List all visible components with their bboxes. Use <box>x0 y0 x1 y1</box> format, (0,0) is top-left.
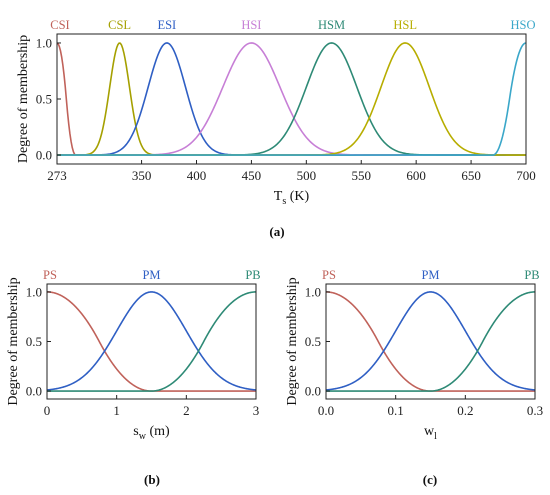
plot-frame <box>325 283 536 400</box>
y-axis-label: Degree of membership <box>16 35 31 163</box>
x-axis-label: Ts (K) <box>274 189 310 207</box>
x-axis-label: wl <box>424 424 437 442</box>
x-tick-label: 0.0 <box>318 403 334 418</box>
series-line-ps <box>46 291 256 392</box>
x-tick-label: 700 <box>516 168 536 183</box>
x-tick-label: 0 <box>44 403 51 418</box>
series-label-csl: CSL <box>108 18 131 32</box>
series-label-pb: PB <box>524 268 539 282</box>
y-axis-label: Degree of membership <box>6 277 21 405</box>
series-line-hso <box>57 42 527 156</box>
x-tick-label: 0.3 <box>527 403 543 418</box>
series-line-ps <box>325 291 535 392</box>
series-label-ps: PS <box>322 268 336 282</box>
series-line-csi <box>56 42 526 156</box>
series-line-pb <box>326 291 536 392</box>
y-tick-label: 0.5 <box>305 334 321 349</box>
x-tick-label: 0.2 <box>457 403 473 418</box>
panel-caption-b: (b) <box>144 472 160 487</box>
x-axis-label: sw (m) <box>133 424 170 442</box>
x-tick-label: 273 <box>47 168 67 183</box>
series-line-esi <box>57 42 526 156</box>
chart-spacing-membership: PS PM PB 0 1 2 3 0.0 0.5 1.0 Degree of membership s… <box>6 268 261 442</box>
y-tick-label: 0.5 <box>26 334 42 349</box>
y-tick-label: 0.0 <box>36 148 52 163</box>
panel-caption-c: (c) <box>423 472 437 487</box>
series-label-ps: PS <box>43 268 57 282</box>
series-label-hsi: HSI <box>241 18 261 32</box>
x-tick-label: 0.1 <box>388 403 404 418</box>
series-line-hsi <box>57 42 526 156</box>
panel-caption-a: (a) <box>269 224 284 239</box>
series-label-esi: ESI <box>157 18 176 32</box>
chart-width-membership: PS PM PB 0.0 0.1 0.2 0.3 0.0 0.5 1.0 Degree of mem… <box>285 268 543 442</box>
x-tick-label: 600 <box>406 168 426 183</box>
series-label-hsm: HSM <box>318 18 345 32</box>
x-tick-label: 550 <box>351 168 371 183</box>
series-line-pb <box>47 291 257 392</box>
series-line-csl <box>57 42 526 156</box>
x-tick-label: 650 <box>461 168 481 183</box>
series-label-pm: PM <box>142 268 160 282</box>
series-line-pm <box>325 291 536 391</box>
series-label-pb: PB <box>245 268 260 282</box>
x-tick-label: 350 <box>132 168 152 183</box>
x-tick-label: 450 <box>242 168 262 183</box>
chart-temperature-membership: CSI CSL ESI HSI HSM HSL HSO 273 350 400 450 500 550 6… <box>16 18 536 207</box>
series-line-hsm <box>57 42 526 156</box>
plot-frame <box>56 33 527 165</box>
y-axis-label: Degree of membership <box>285 277 300 405</box>
series-label-pm: PM <box>421 268 439 282</box>
series-line-hsl <box>57 42 526 156</box>
y-tick-label: 0.0 <box>305 384 321 399</box>
series-label-hsl: HSL <box>393 18 417 32</box>
x-tick-label: 400 <box>187 168 207 183</box>
y-tick-label: 1.0 <box>26 284 42 299</box>
series-label-hso: HSO <box>510 18 535 32</box>
y-tick-label: 0.0 <box>26 384 42 399</box>
series-label-csi: CSI <box>50 18 69 32</box>
x-tick-label: 500 <box>297 168 317 183</box>
y-tick-label: 0.5 <box>36 92 52 107</box>
y-tick-label: 1.0 <box>305 284 321 299</box>
y-tick-label: 1.0 <box>36 35 52 50</box>
x-tick-label: 1 <box>113 403 120 418</box>
x-tick-label: 2 <box>183 403 190 418</box>
x-tick-label: 3 <box>253 403 260 418</box>
series-line-pm <box>46 291 257 391</box>
plot-frame <box>46 283 257 400</box>
